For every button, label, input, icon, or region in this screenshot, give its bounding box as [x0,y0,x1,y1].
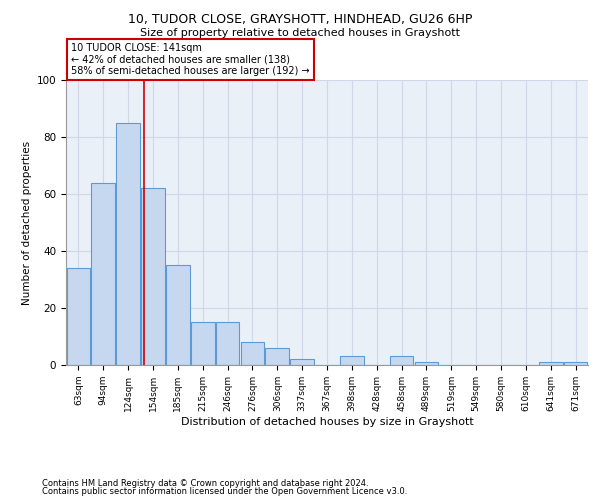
Bar [141,188,165,365]
Text: Size of property relative to detached houses in Grayshott: Size of property relative to detached ho… [140,28,460,38]
Bar [390,356,413,365]
Bar [265,348,289,365]
Text: 10 TUDOR CLOSE: 141sqm
← 42% of detached houses are smaller (138)
58% of semi-de: 10 TUDOR CLOSE: 141sqm ← 42% of detached… [71,43,310,76]
Bar [290,360,314,365]
Bar [191,322,215,365]
Text: Contains public sector information licensed under the Open Government Licence v3: Contains public sector information licen… [42,487,407,496]
X-axis label: Distribution of detached houses by size in Grayshott: Distribution of detached houses by size … [181,416,473,426]
Bar [91,182,115,365]
Bar [241,342,264,365]
Text: 10, TUDOR CLOSE, GRAYSHOTT, HINDHEAD, GU26 6HP: 10, TUDOR CLOSE, GRAYSHOTT, HINDHEAD, GU… [128,12,472,26]
Bar [67,268,90,365]
Bar [564,362,587,365]
Y-axis label: Number of detached properties: Number of detached properties [22,140,32,304]
Bar [116,122,140,365]
Bar [166,265,190,365]
Bar [216,322,239,365]
Bar [539,362,563,365]
Bar [340,356,364,365]
Text: Contains HM Land Registry data © Crown copyright and database right 2024.: Contains HM Land Registry data © Crown c… [42,478,368,488]
Bar [415,362,438,365]
